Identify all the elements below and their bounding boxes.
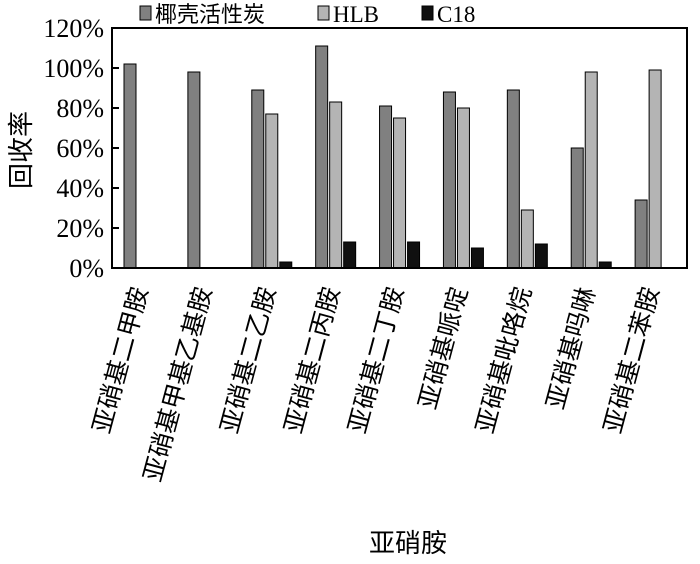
bar-2-6 xyxy=(456,107,470,269)
x-axis-title: 亚硝胺 xyxy=(369,529,447,559)
y-tick-label: 0% xyxy=(69,254,104,283)
legend-label: 椰壳活性炭 xyxy=(155,3,265,28)
bar-2-7 xyxy=(520,209,534,269)
bar-1-7 xyxy=(506,89,520,269)
bars xyxy=(123,45,662,269)
bar-1-6 xyxy=(442,91,456,269)
bar-3-6 xyxy=(470,247,484,269)
bar-1-5 xyxy=(379,105,393,269)
x-category-label: 亚硝基甲基乙基胺 xyxy=(138,284,218,485)
bar-1-9 xyxy=(634,199,648,269)
y-axis-ticks: 0% 20% 40% 60% 80% 100% 120% xyxy=(43,14,119,283)
bar-2-9 xyxy=(648,69,662,269)
x-category-label: 亚硝基二乙胺 xyxy=(215,284,282,436)
y-tick-label: 40% xyxy=(56,174,104,203)
bar-3-7 xyxy=(534,243,548,269)
plot-frame xyxy=(111,27,688,269)
bar-1-3 xyxy=(251,89,265,269)
legend-label: HLB xyxy=(333,2,379,27)
bar-1-2 xyxy=(187,71,201,269)
y-tick-label: 20% xyxy=(56,214,104,243)
x-category-label: 亚硝基吡咯烷 xyxy=(470,284,537,436)
bar-1-1 xyxy=(123,63,137,269)
legend-swatch xyxy=(317,5,330,21)
y-tick-label: 60% xyxy=(56,134,104,163)
x-category-label: 亚硝基哌啶 xyxy=(413,284,473,412)
legend: 椰壳活性炭 HLB C18 xyxy=(139,2,475,28)
legend-swatch xyxy=(139,5,152,21)
bar-3-5 xyxy=(407,241,421,269)
bar-2-4 xyxy=(329,101,343,269)
y-tick-label: 120% xyxy=(43,14,104,43)
bar-2-8 xyxy=(584,71,598,269)
bar-3-4 xyxy=(343,241,357,269)
x-category-label: 亚硝基二苯胺 xyxy=(598,284,665,436)
x-category-label: 亚硝基二丁胺 xyxy=(343,284,410,436)
x-category-label: 亚硝基吗啉 xyxy=(541,284,601,412)
bar-2-3 xyxy=(265,113,279,269)
bar-1-8 xyxy=(570,147,584,269)
legend-label: C18 xyxy=(437,2,475,27)
bar-2-5 xyxy=(393,117,407,269)
x-category-label: 亚硝基二甲胺 xyxy=(87,284,154,436)
y-tick-label: 100% xyxy=(43,54,104,83)
legend-swatch xyxy=(421,5,434,21)
x-category-label: 亚硝基二丙胺 xyxy=(279,284,346,436)
bar-1-4 xyxy=(315,45,329,269)
y-tick-label: 80% xyxy=(56,94,104,123)
y-axis-title: 回收率 xyxy=(7,111,37,189)
